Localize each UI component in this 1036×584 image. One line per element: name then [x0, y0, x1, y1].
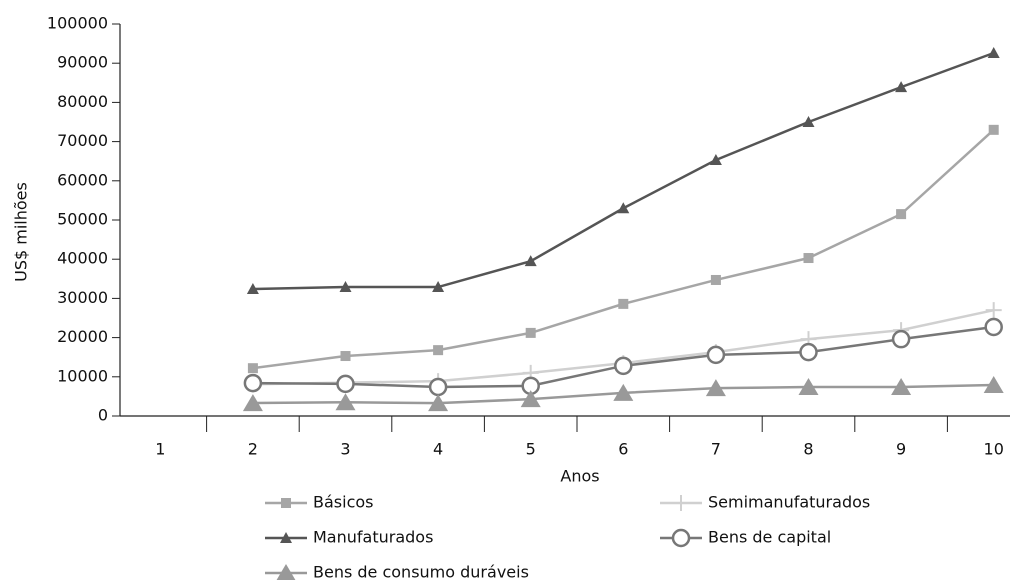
legend-marker	[281, 498, 291, 508]
legend-label: Bens de capital	[708, 528, 831, 547]
marker	[895, 81, 908, 93]
legend-marker	[276, 564, 296, 581]
marker	[340, 351, 351, 362]
marker	[246, 282, 259, 294]
marker	[525, 327, 536, 338]
marker	[617, 202, 630, 214]
marker	[705, 379, 726, 397]
x-tick-label: 5	[526, 440, 536, 459]
marker	[798, 377, 819, 395]
legend-label: Semimanufaturados	[708, 493, 870, 512]
marker	[802, 116, 815, 127]
marker	[428, 394, 449, 412]
marker	[520, 390, 541, 408]
y-tick-label: 0	[98, 406, 108, 425]
y-axis-label: US$ milhões	[12, 182, 31, 282]
marker	[433, 345, 444, 356]
x-tick-label: 6	[618, 440, 628, 459]
legend-marker	[673, 495, 689, 511]
marker	[243, 373, 263, 393]
x-tick-label: 8	[803, 440, 813, 459]
marker	[799, 342, 818, 362]
x-tick-label: 7	[711, 440, 721, 459]
y-tick-label: 60000	[57, 170, 108, 189]
marker	[618, 298, 629, 309]
marker	[984, 317, 1003, 337]
marker	[432, 281, 445, 293]
marker	[247, 363, 258, 374]
marker	[336, 374, 355, 394]
y-tick-label: 40000	[57, 249, 108, 268]
legend-marker	[280, 532, 292, 543]
marker	[709, 154, 722, 166]
marker	[988, 124, 999, 135]
x-tick-label: 3	[340, 440, 350, 459]
marker	[983, 376, 1004, 394]
x-tick-label: 10	[984, 440, 1004, 459]
y-tick-label: 20000	[57, 327, 108, 346]
legend-label: Básicos	[313, 493, 373, 512]
legend-label: Bens de consumo duráveis	[313, 563, 529, 581]
x-tick-label: 1	[155, 440, 165, 459]
x-tick-label: 9	[896, 440, 906, 459]
y-tick-label: 30000	[57, 288, 108, 307]
marker	[335, 393, 356, 411]
y-tick-label: 100000	[47, 14, 108, 33]
x-tick-label: 4	[433, 440, 443, 459]
marker	[891, 377, 912, 395]
marker	[614, 356, 633, 376]
x-tick-label: 2	[248, 440, 258, 459]
legend-label: Manufaturados	[313, 528, 433, 547]
x-axis-label: Anos	[560, 467, 599, 486]
marker	[710, 274, 721, 285]
marker	[706, 345, 726, 365]
y-tick-label: 70000	[57, 131, 108, 150]
marker	[891, 329, 911, 349]
marker	[613, 383, 634, 401]
y-tick-label: 50000	[57, 210, 108, 229]
marker	[242, 394, 263, 412]
series-line	[252, 51, 995, 291]
marker	[428, 377, 448, 397]
y-tick-label: 10000	[57, 366, 108, 385]
marker	[987, 47, 1000, 59]
y-tick-label: 80000	[57, 92, 108, 111]
marker	[985, 302, 1002, 319]
legend-marker	[671, 528, 691, 548]
y-tick-label: 90000	[57, 53, 108, 72]
marker	[339, 281, 352, 293]
marker	[803, 253, 814, 264]
marker	[896, 209, 907, 220]
marker	[524, 255, 537, 267]
